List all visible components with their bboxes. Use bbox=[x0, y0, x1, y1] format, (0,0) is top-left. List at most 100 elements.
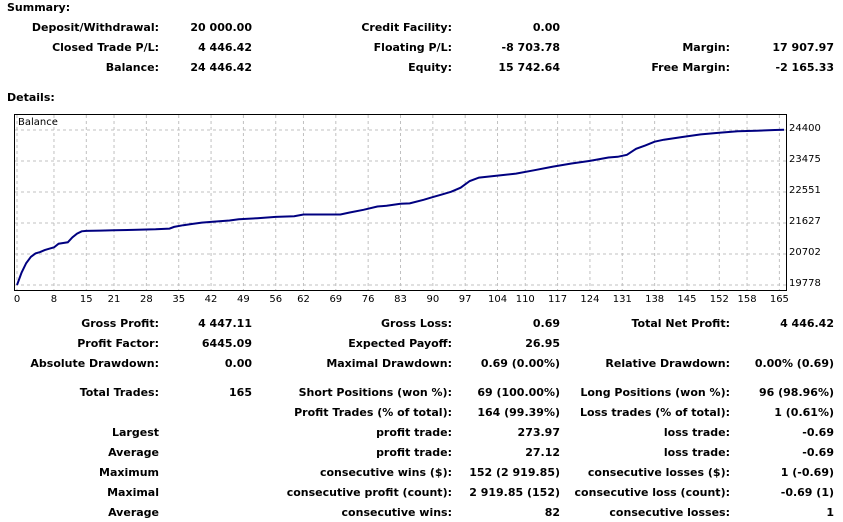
short-positions-value: 69 (100.00%) bbox=[477, 386, 560, 399]
x-tick-label: 145 bbox=[677, 294, 697, 305]
relative-drawdown-value: 0.00% (0.69) bbox=[754, 357, 834, 370]
maximal-drawdown-value: 0.69 (0.00%) bbox=[480, 357, 560, 370]
x-tick-label: 8 bbox=[50, 294, 58, 305]
x-tick-label: 56 bbox=[269, 294, 283, 305]
free-margin-label: Free Margin: bbox=[651, 61, 730, 74]
avg-cons-wins-value: 82 bbox=[544, 506, 560, 519]
gross-loss-label: Gross Loss: bbox=[381, 317, 452, 330]
y-tick-label: 23475 bbox=[789, 154, 821, 166]
x-tick-label: 104 bbox=[487, 294, 508, 305]
floating-pl-label: Floating P/L: bbox=[373, 41, 452, 54]
average-loss-value: -0.69 bbox=[802, 446, 834, 459]
loss-trades-label: Loss trades (% of total): bbox=[579, 406, 730, 419]
x-tick-label: 28 bbox=[139, 294, 153, 305]
x-tick-label: 90 bbox=[426, 294, 440, 305]
avg-cons-losses-value: 1 bbox=[826, 506, 834, 519]
y-tick-label: 21627 bbox=[789, 215, 821, 227]
details-heading: Details: bbox=[7, 91, 55, 104]
x-tick-label: 35 bbox=[172, 294, 186, 305]
relative-drawdown-label: Relative Drawdown: bbox=[605, 357, 730, 370]
x-tick-label: 158 bbox=[737, 294, 757, 305]
x-tick-label: 15 bbox=[79, 294, 93, 305]
x-tick-label: 42 bbox=[204, 294, 218, 305]
balance-value: 24 446.42 bbox=[190, 61, 252, 74]
x-tick-label: 0 bbox=[13, 294, 21, 305]
long-positions-value: 96 (98.96%) bbox=[758, 386, 834, 399]
max-cons-loss-value: -0.69 (1) bbox=[780, 486, 834, 499]
total-net-profit-value: 4 446.42 bbox=[780, 317, 834, 330]
series-name-label: Balance bbox=[18, 117, 58, 128]
x-tick-label: 110 bbox=[515, 294, 535, 305]
loss-trades-value: 1 (0.61%) bbox=[774, 406, 834, 419]
max-cons-profit-label: consecutive profit (count): bbox=[286, 486, 452, 499]
gross-loss-value: 0.69 bbox=[532, 317, 560, 330]
maximum-label: Maximum bbox=[99, 466, 159, 479]
closed-pl-value: 4 446.42 bbox=[198, 41, 252, 54]
closed-pl-label: Closed Trade P/L: bbox=[52, 41, 159, 54]
x-tick-label: 124 bbox=[580, 294, 600, 305]
profit-trades-label: Profit Trades (% of total): bbox=[294, 406, 452, 419]
margin-value: 17 907.97 bbox=[772, 41, 834, 54]
x-tick-label: 76 bbox=[361, 294, 375, 305]
average-label: Average bbox=[108, 446, 159, 459]
x-tick-label: 69 bbox=[329, 294, 343, 305]
total-trades-value: 165 bbox=[229, 386, 252, 399]
y-tick-label: 22551 bbox=[789, 185, 821, 196]
y-tick-label: 19778 bbox=[789, 278, 821, 289]
max-cons-losses-value: 1 (-0.69) bbox=[780, 466, 834, 479]
y-tick-label: 20702 bbox=[789, 247, 821, 258]
balance-chart: Balance bbox=[14, 114, 787, 291]
gross-profit-value: 4 447.11 bbox=[198, 317, 252, 330]
credit-label: Credit Facility: bbox=[361, 21, 452, 34]
equity-label: Equity: bbox=[408, 61, 452, 74]
x-tick-label: 138 bbox=[645, 294, 665, 305]
equity-value: 15 742.64 bbox=[498, 61, 560, 74]
largest-profit-value: 273.97 bbox=[517, 426, 560, 439]
balance-series-line bbox=[16, 128, 785, 286]
average-profit-label: profit trade: bbox=[376, 446, 452, 459]
max-cons-loss-label: consecutive loss (count): bbox=[574, 486, 730, 499]
max-cons-losses-label: consecutive losses ($): bbox=[587, 466, 730, 479]
avg-cons-losses-label: consecutive losses: bbox=[609, 506, 730, 519]
total-net-profit-label: Total Net Profit: bbox=[631, 317, 731, 330]
profit-factor-value: 6445.09 bbox=[201, 337, 252, 350]
maximal-label: Maximal bbox=[107, 486, 159, 499]
y-tick-label: 24400 bbox=[789, 123, 821, 134]
expected-payoff-label: Expected Payoff: bbox=[348, 337, 452, 350]
average-loss-label: loss trade: bbox=[663, 446, 730, 459]
largest-label: Largest bbox=[112, 426, 159, 439]
long-positions-label: Long Positions (won %): bbox=[580, 386, 730, 399]
free-margin-value: -2 165.33 bbox=[775, 61, 835, 74]
x-tick-label: 165 bbox=[769, 294, 789, 305]
largest-loss-label: loss trade: bbox=[663, 426, 730, 439]
average2-label: Average bbox=[108, 506, 159, 519]
absolute-drawdown-value: 0.00 bbox=[224, 357, 252, 370]
x-tick-label: 97 bbox=[458, 294, 472, 305]
x-tick-label: 117 bbox=[548, 294, 568, 305]
deposit-label: Deposit/Withdrawal: bbox=[31, 21, 159, 34]
absolute-drawdown-label: Absolute Drawdown: bbox=[30, 357, 159, 370]
x-tick-label: 83 bbox=[394, 294, 407, 305]
largest-profit-label: profit trade: bbox=[376, 426, 452, 439]
largest-loss-value: -0.69 bbox=[802, 426, 834, 439]
balance-chart-plot bbox=[15, 115, 786, 290]
x-tick-label: 152 bbox=[709, 294, 729, 305]
x-tick-label: 21 bbox=[107, 294, 121, 305]
balance-label: Balance: bbox=[105, 61, 159, 74]
short-positions-label: Short Positions (won %): bbox=[298, 386, 452, 399]
summary-heading: Summary: bbox=[7, 1, 71, 14]
max-cons-wins-value: 152 (2 919.85) bbox=[469, 466, 560, 479]
deposit-value: 20 000.00 bbox=[190, 21, 252, 34]
x-tick-label: 49 bbox=[237, 294, 250, 305]
margin-label: Margin: bbox=[682, 41, 730, 54]
gross-profit-label: Gross Profit: bbox=[81, 317, 159, 330]
maximal-drawdown-label: Maximal Drawdown: bbox=[326, 357, 452, 370]
profit-trades-value: 164 (99.39%) bbox=[477, 406, 560, 419]
total-trades-label: Total Trades: bbox=[79, 386, 159, 399]
expected-payoff-value: 26.95 bbox=[525, 337, 560, 350]
x-tick-label: 62 bbox=[297, 294, 310, 305]
max-cons-profit-value: 2 919.85 (152) bbox=[469, 486, 560, 499]
credit-value: 0.00 bbox=[532, 21, 560, 34]
average-profit-value: 27.12 bbox=[525, 446, 560, 459]
x-tick-label: 131 bbox=[612, 294, 632, 305]
